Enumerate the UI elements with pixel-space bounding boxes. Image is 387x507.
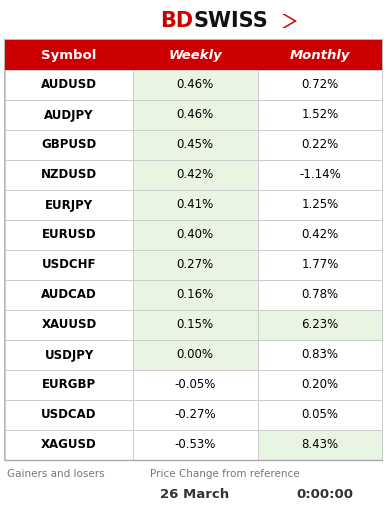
Text: AUDUSD: AUDUSD <box>41 79 97 91</box>
Text: SWISS: SWISS <box>194 11 268 31</box>
Text: Weekly: Weekly <box>168 49 222 61</box>
Bar <box>133 400 258 430</box>
Bar <box>258 280 382 310</box>
Text: -0.27%: -0.27% <box>174 409 216 421</box>
Text: 0.72%: 0.72% <box>301 79 339 91</box>
Polygon shape <box>282 14 297 28</box>
Bar <box>258 370 382 400</box>
Bar <box>258 430 382 460</box>
Text: 8.43%: 8.43% <box>301 439 339 452</box>
Text: USDJPY: USDJPY <box>45 348 94 361</box>
Bar <box>258 340 382 370</box>
Bar <box>258 160 382 190</box>
Text: AUDJPY: AUDJPY <box>44 108 94 122</box>
Bar <box>5 310 133 340</box>
Bar <box>133 70 258 100</box>
Text: BD: BD <box>160 11 194 31</box>
Text: -0.05%: -0.05% <box>174 379 216 391</box>
Text: 0.83%: 0.83% <box>301 348 339 361</box>
Bar <box>133 160 258 190</box>
Text: 0.27%: 0.27% <box>176 259 214 272</box>
Text: USDCHF: USDCHF <box>42 259 96 272</box>
Bar <box>5 340 133 370</box>
Text: 0.00%: 0.00% <box>176 348 214 361</box>
Bar <box>133 340 258 370</box>
Bar <box>5 220 133 250</box>
Bar <box>258 100 382 130</box>
Text: 0.16%: 0.16% <box>176 288 214 302</box>
Bar <box>133 250 258 280</box>
Text: 0.41%: 0.41% <box>176 199 214 211</box>
Text: Symbol: Symbol <box>41 49 97 61</box>
Text: 0.40%: 0.40% <box>176 229 214 241</box>
Bar <box>258 130 382 160</box>
Bar <box>5 100 133 130</box>
Text: XAGUSD: XAGUSD <box>41 439 97 452</box>
Bar <box>258 310 382 340</box>
Bar <box>133 100 258 130</box>
Bar <box>5 160 133 190</box>
Bar <box>5 280 133 310</box>
Text: EURGBP: EURGBP <box>42 379 96 391</box>
Text: 26 March: 26 March <box>161 488 229 500</box>
Text: 6.23%: 6.23% <box>301 318 339 332</box>
Bar <box>133 280 258 310</box>
Bar <box>5 190 133 220</box>
Text: -0.53%: -0.53% <box>174 439 216 452</box>
Text: 0.78%: 0.78% <box>301 288 339 302</box>
Text: 0.45%: 0.45% <box>176 138 214 152</box>
Text: 0.46%: 0.46% <box>176 108 214 122</box>
Bar <box>133 370 258 400</box>
Bar <box>133 190 258 220</box>
Text: 1.52%: 1.52% <box>301 108 339 122</box>
Bar <box>5 130 133 160</box>
Text: 0.05%: 0.05% <box>301 409 339 421</box>
Bar <box>258 400 382 430</box>
Bar <box>133 130 258 160</box>
Bar <box>258 250 382 280</box>
Bar <box>133 310 258 340</box>
Text: NZDUSD: NZDUSD <box>41 168 97 182</box>
Bar <box>258 190 382 220</box>
Text: 0.22%: 0.22% <box>301 138 339 152</box>
Bar <box>5 40 382 460</box>
Text: AUDCAD: AUDCAD <box>41 288 97 302</box>
Bar <box>258 70 382 100</box>
Bar <box>133 220 258 250</box>
Bar <box>5 400 133 430</box>
Bar <box>133 430 258 460</box>
Text: 0:00:00: 0:00:00 <box>296 488 353 500</box>
Text: Monthly: Monthly <box>290 49 350 61</box>
Text: EURJPY: EURJPY <box>45 199 93 211</box>
Text: 0.15%: 0.15% <box>176 318 214 332</box>
Text: 0.20%: 0.20% <box>301 379 339 391</box>
Text: Gainers and losers: Gainers and losers <box>7 469 104 479</box>
Text: -1.14%: -1.14% <box>299 168 341 182</box>
Text: 0.42%: 0.42% <box>176 168 214 182</box>
Text: 0.46%: 0.46% <box>176 79 214 91</box>
Bar <box>258 220 382 250</box>
Bar <box>5 430 133 460</box>
Text: 1.77%: 1.77% <box>301 259 339 272</box>
Bar <box>5 250 133 280</box>
Text: USDCAD: USDCAD <box>41 409 97 421</box>
Text: 1.25%: 1.25% <box>301 199 339 211</box>
Text: GBPUSD: GBPUSD <box>41 138 97 152</box>
Bar <box>5 370 133 400</box>
Bar <box>5 40 382 70</box>
Bar <box>5 70 133 100</box>
Text: EURUSD: EURUSD <box>42 229 96 241</box>
Text: 0.42%: 0.42% <box>301 229 339 241</box>
Text: Price Change from reference: Price Change from reference <box>150 469 300 479</box>
Text: XAUUSD: XAUUSD <box>41 318 97 332</box>
